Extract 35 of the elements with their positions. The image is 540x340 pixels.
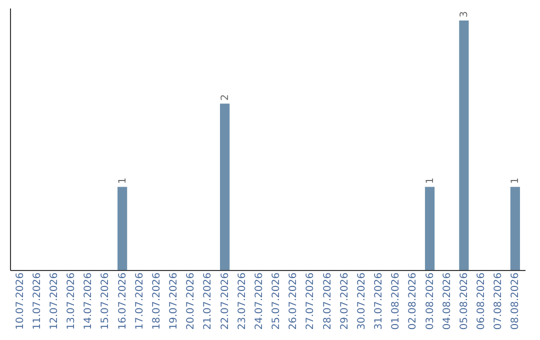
- data-label: 1: [510, 177, 522, 184]
- x-tick-label: 02.08.2026: [408, 272, 419, 330]
- x-tick-label: 08.08.2026: [510, 272, 522, 330]
- x-tick-label: 01.08.2026: [390, 272, 402, 330]
- x-tick-label: 10.07.2026: [14, 272, 26, 330]
- data-label: 2: [220, 94, 231, 101]
- x-tick-label: 23.07.2026: [236, 272, 248, 330]
- x-tick-label: 04.08.2026: [442, 272, 453, 330]
- x-tick-label: 03.08.2026: [424, 272, 436, 330]
- x-tick-label: 29.07.2026: [339, 272, 350, 330]
- x-tick-label: 30.07.2026: [356, 272, 368, 330]
- x-tick-label: 28.07.2026: [322, 272, 334, 330]
- x-tick-label: 05.08.2026: [458, 272, 470, 330]
- x-tick-label: 20.07.2026: [186, 272, 197, 330]
- x-tick-label: 26.07.2026: [288, 272, 300, 330]
- x-tick-label: 14.07.2026: [83, 272, 94, 330]
- x-tick-label: 27.07.2026: [305, 272, 316, 330]
- x-tick-label: 21.07.2026: [202, 272, 214, 330]
- x-tick-label: 24.07.2026: [254, 272, 265, 330]
- x-tick-label: 16.07.2026: [117, 272, 128, 330]
- x-tick-label: 19.07.2026: [168, 272, 180, 330]
- x-tick-label: 22.07.2026: [220, 272, 231, 330]
- x-tick-label: 06.08.2026: [476, 272, 488, 330]
- data-label: 3: [458, 11, 470, 18]
- x-tick-label: 07.08.2026: [493, 272, 504, 330]
- data-label: 1: [424, 177, 436, 184]
- x-tick-label: 17.07.2026: [134, 272, 146, 330]
- x-tick-label: 25.07.2026: [271, 272, 282, 330]
- x-tick-label: 11.07.2026: [32, 272, 43, 330]
- x-tick-label: 15.07.2026: [100, 272, 112, 330]
- x-tick-label: 12.07.2026: [48, 272, 60, 330]
- x-tick-label: 31.07.2026: [374, 272, 385, 330]
- x-tick-label: 18.07.2026: [151, 272, 162, 330]
- data-label: 1: [117, 177, 128, 184]
- x-tick-label: 13.07.2026: [66, 272, 78, 330]
